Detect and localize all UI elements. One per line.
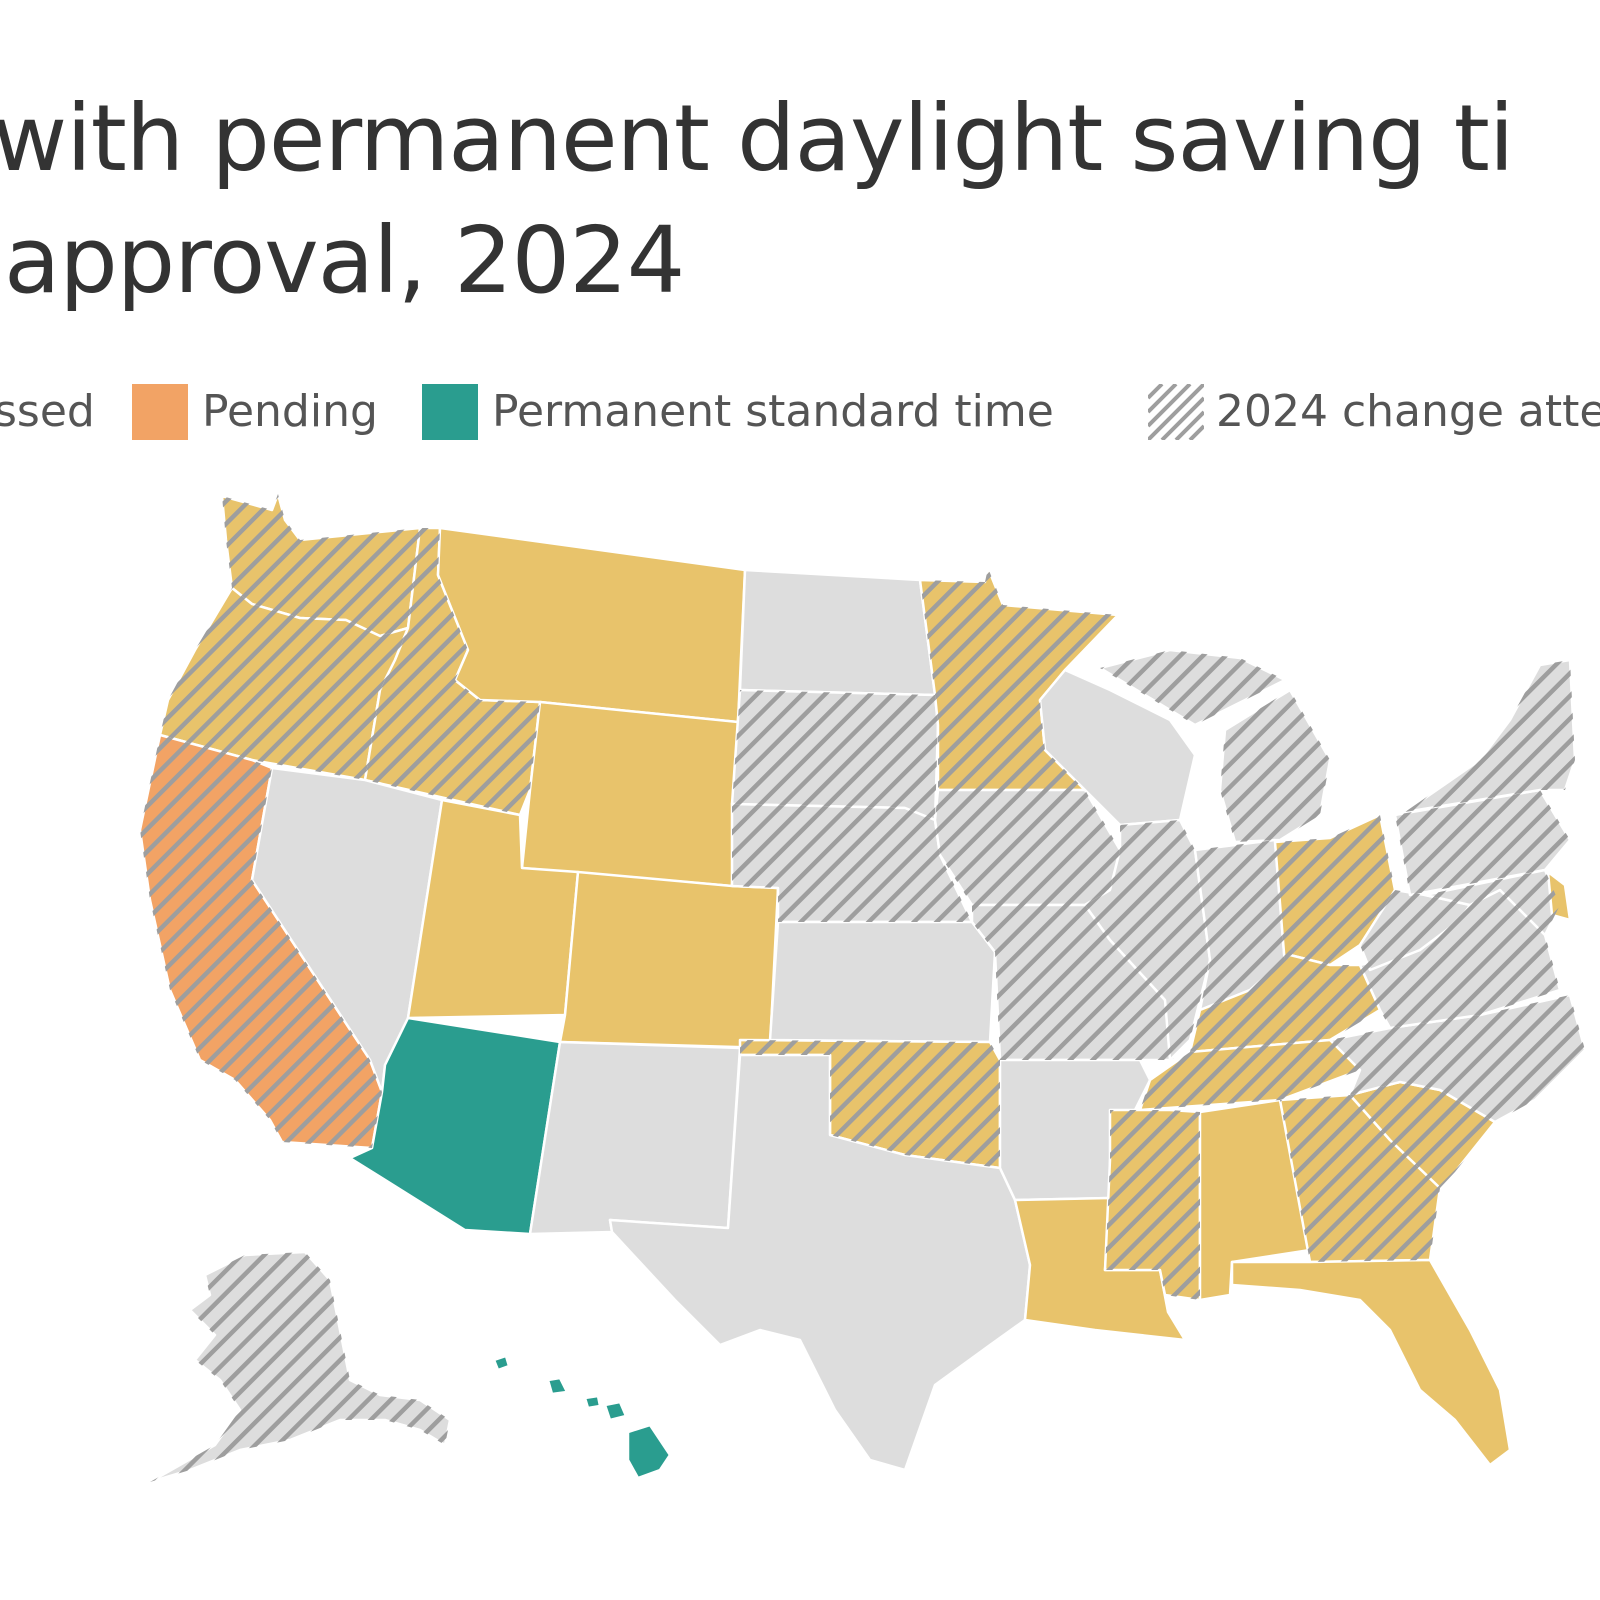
state-tn-hatch bbox=[1140, 1028, 1390, 1110]
state-sd-hatch bbox=[732, 690, 938, 820]
state-ia-hatch bbox=[935, 790, 1120, 905]
state-ny-hatch bbox=[1405, 660, 1575, 812]
chart-title: with permanent daylight saving ti approv… bbox=[0, 78, 1514, 322]
state-il-hatch bbox=[1085, 820, 1210, 1060]
chart-title-line-2: approval, 2024 bbox=[4, 207, 685, 314]
state-ca-hatch bbox=[140, 735, 382, 1148]
legend-swatch-hatch bbox=[1148, 384, 1204, 440]
state-mn-hatch bbox=[920, 568, 1118, 790]
state-wy bbox=[520, 700, 740, 888]
state-nd bbox=[738, 568, 937, 697]
state-pa-hatch bbox=[1395, 790, 1570, 895]
state-in-hatch bbox=[1195, 840, 1285, 1010]
legend-label-passed: ssed bbox=[0, 386, 95, 437]
chart-title-line-1: with permanent daylight saving ti bbox=[0, 85, 1514, 192]
state-co bbox=[558, 870, 780, 1050]
legend-swatch-standard bbox=[422, 384, 478, 440]
state-ms-hatch bbox=[1105, 1110, 1200, 1300]
state-ne-hatch bbox=[732, 804, 972, 922]
state-nm bbox=[528, 1040, 742, 1236]
state-ks bbox=[768, 920, 997, 1044]
legend: ssed Pending Permanent standard time 202… bbox=[0, 384, 1600, 440]
state-tx bbox=[608, 1053, 1032, 1472]
state-mi-hatch bbox=[1100, 650, 1330, 842]
state-ak-hatch bbox=[150, 1252, 450, 1482]
legend-label-pending: Pending bbox=[202, 386, 378, 437]
state-fl bbox=[1230, 1258, 1512, 1467]
legend-swatch-pending bbox=[132, 384, 188, 440]
state-wv-hatch bbox=[1360, 890, 1470, 970]
legend-label-standard: Permanent standard time bbox=[492, 386, 1054, 437]
state-ky-hatch bbox=[1190, 955, 1380, 1052]
state-hi bbox=[492, 1354, 672, 1480]
state-ok-hatch bbox=[740, 1040, 1000, 1168]
state-nc-hatch bbox=[1330, 995, 1585, 1122]
state-wa-hatch bbox=[222, 494, 420, 636]
state-ga-hatch bbox=[1280, 1095, 1440, 1262]
legend-label-attempt: 2024 change atte bbox=[1216, 386, 1600, 437]
state-sc-hatch bbox=[1350, 1082, 1495, 1188]
state-id-hatch bbox=[365, 528, 540, 815]
state-or-hatch bbox=[160, 588, 408, 780]
state-md-hatch bbox=[1425, 870, 1560, 935]
state-mo-hatch bbox=[972, 905, 1175, 1060]
state-mt bbox=[436, 526, 747, 724]
state-oh-hatch bbox=[1275, 815, 1395, 965]
state-va-hatch bbox=[1360, 890, 1560, 1028]
